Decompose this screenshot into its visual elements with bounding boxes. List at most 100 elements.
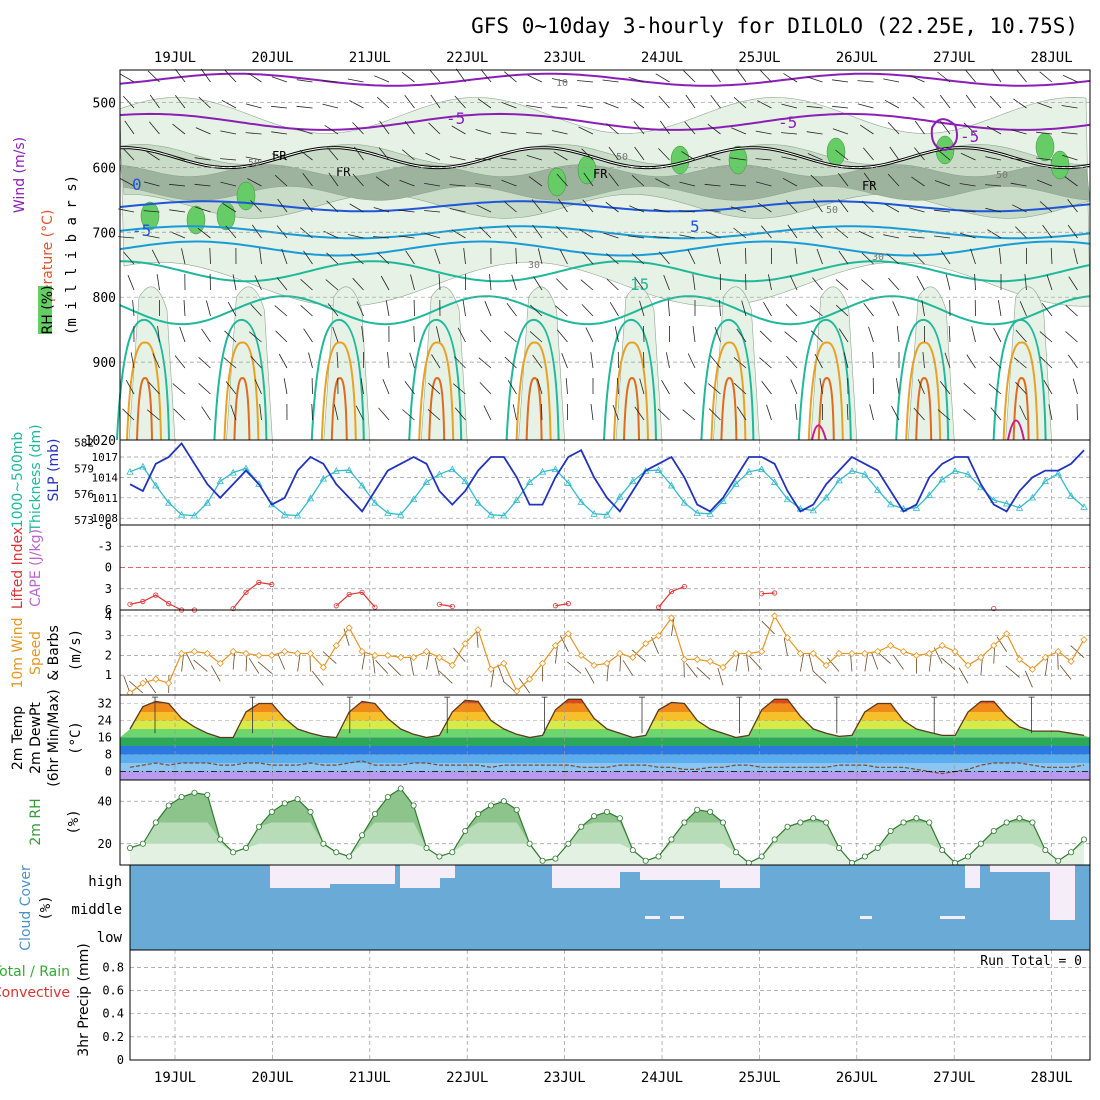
thickness-point (500, 511, 508, 519)
wind-barb (324, 124, 339, 135)
wind-barb (1046, 274, 1053, 291)
rh-point (810, 815, 817, 822)
wind-barb (745, 273, 747, 291)
wind-barb (606, 253, 619, 265)
wind-tick-label: 3 (105, 629, 112, 643)
lifted-index-line (761, 592, 775, 595)
wind-barb (245, 103, 262, 109)
wind-barb (274, 305, 288, 317)
wind-barb (577, 105, 594, 109)
thickness-point (564, 479, 572, 486)
wind-barb (537, 378, 543, 395)
wind-barb (272, 153, 288, 161)
wind-barb (858, 230, 874, 239)
wind-barb (759, 330, 772, 343)
rh-point (204, 791, 211, 798)
wind-barb (806, 131, 823, 135)
rh-point (1081, 836, 1088, 843)
wind-speed-point (513, 687, 521, 695)
wind-barb (436, 326, 441, 343)
wind-barb (424, 233, 441, 239)
wind-barb (119, 73, 135, 83)
wind-barb (130, 352, 135, 369)
wind-speed-point (1054, 647, 1062, 656)
wind-panel-title-2: Speed (28, 631, 44, 675)
wind-barb (939, 381, 951, 395)
temp-tick-label: 32 (98, 697, 112, 711)
thickness-point (538, 467, 547, 475)
isotherm-red-lobe (525, 377, 543, 441)
wind-barb (986, 125, 1002, 135)
wind-speed-point (964, 661, 972, 669)
wind-barb (807, 153, 823, 161)
wind-barb (477, 98, 492, 109)
rh-point (371, 811, 378, 818)
wind-speed-point (397, 653, 405, 662)
wind-barb (147, 70, 160, 83)
isotherm-orange-lobe (223, 341, 260, 441)
wind-barb (526, 155, 543, 161)
pressure-tick-label: 700 (93, 226, 116, 241)
thickness-point (435, 470, 444, 478)
wind-barb (483, 405, 492, 421)
wind-barb (376, 96, 390, 109)
wind-barb (453, 383, 466, 395)
isotherm-red-lobe (1012, 377, 1030, 441)
wind-speed-point (294, 649, 302, 658)
wind-barb-10m (783, 637, 788, 656)
wind-barb (374, 75, 390, 83)
wind-speed-tick-labels: 4 3 2 1 (105, 609, 112, 682)
rh-point (152, 819, 159, 826)
wind-barb (835, 149, 849, 161)
wind-speed-point (642, 640, 650, 648)
wind-barb (308, 352, 313, 369)
wind-barb (501, 101, 517, 109)
isotherm-orange-lobe (126, 341, 162, 441)
wind-speed-point (500, 659, 508, 667)
thickness-point (1041, 477, 1049, 485)
wind-barb (892, 301, 900, 317)
thickness-point (397, 510, 405, 518)
wind-speed-point (990, 642, 998, 650)
wind-barb (832, 79, 849, 83)
wind-barb (708, 408, 721, 421)
wind-barb (322, 80, 339, 83)
wind-barb (733, 382, 747, 395)
isotherm-red-lobe (428, 377, 446, 441)
wind-barb (934, 180, 951, 187)
isotherm-red-lobe (233, 377, 251, 441)
rh-point (513, 806, 520, 813)
dewpoint-line (129, 760, 1085, 775)
contour-label: 15 (630, 275, 649, 294)
cloud-layer-label: low (97, 930, 123, 946)
wind-barb (684, 121, 696, 135)
wind-barb (274, 174, 288, 187)
wind-barb (838, 250, 849, 265)
wind-barb (413, 325, 415, 343)
wind-barb-10m (490, 669, 495, 688)
wind-barb (781, 132, 798, 135)
wind-speed-point (384, 651, 392, 660)
wind-barb (148, 121, 160, 135)
wind-barb (300, 305, 313, 317)
wind-barb (428, 122, 441, 135)
rh-point (732, 849, 739, 856)
thickness-point (745, 467, 753, 475)
wind-barb (960, 152, 976, 161)
wind-barb (424, 210, 441, 213)
wind-speed-point (809, 649, 817, 658)
rh-point (578, 823, 585, 830)
wind-barb (476, 204, 492, 213)
wind-barb (478, 357, 492, 369)
wind-barb-10m (361, 651, 366, 670)
wind-speed-point (1015, 655, 1024, 663)
cloud-clear-mid-gap (940, 916, 965, 919)
wind-barb (577, 80, 594, 83)
wind-barb (810, 305, 823, 317)
wind-speed-point (861, 649, 869, 658)
wind-barb (531, 199, 543, 213)
rh-lowlevel-band (713, 286, 760, 441)
temp-panel-title-3: (6hr Min/Max) (46, 689, 62, 786)
wind-barb (692, 274, 696, 291)
rh-2m-panel: 40 20 2m RH (%) (28, 780, 1090, 866)
